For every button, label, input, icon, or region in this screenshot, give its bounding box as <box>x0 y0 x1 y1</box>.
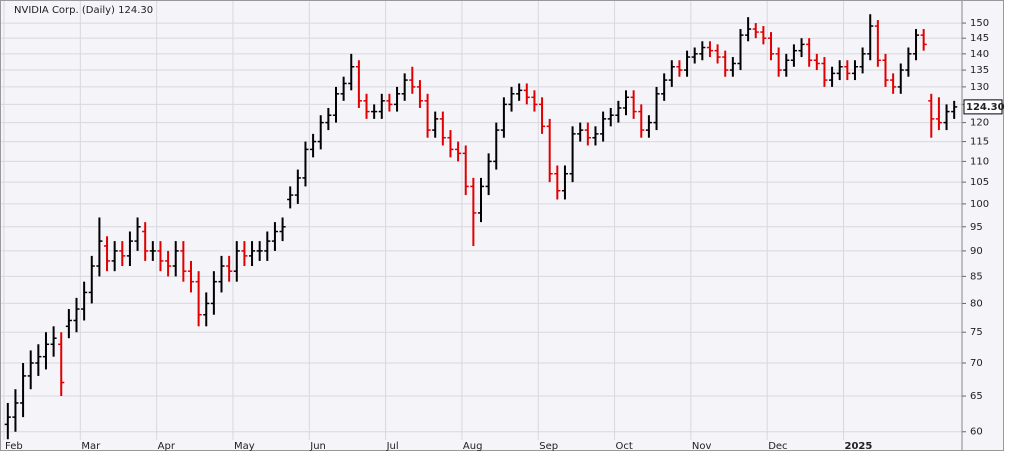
x-tick-label: Jul <box>386 441 399 452</box>
y-tick-label: 120 <box>970 118 989 129</box>
y-tick-label: 80 <box>970 298 983 309</box>
x-tick-label: Apr <box>158 441 176 452</box>
y-tick-label: 95 <box>970 222 983 233</box>
y-tick-label: 100 <box>970 199 989 210</box>
y-tick-label: 105 <box>970 177 989 188</box>
x-tick-label: Mar <box>81 441 101 452</box>
x-tick-label: Nov <box>692 441 712 452</box>
x-tick-label: Aug <box>463 441 483 452</box>
y-tick-label: 130 <box>970 82 989 93</box>
last-price-box <box>963 99 1003 115</box>
y-tick-label: 135 <box>970 65 989 76</box>
x-tick-label: May <box>234 441 255 452</box>
x-tick-label: Feb <box>5 441 23 452</box>
x-tick-label: Dec <box>768 441 787 452</box>
y-tick-label: 60 <box>970 427 983 438</box>
x-tick-label: Jun <box>309 441 326 452</box>
y-tick-label: 65 <box>970 391 983 402</box>
y-tick-label: 115 <box>970 137 989 148</box>
y-tick-label: 90 <box>970 246 983 257</box>
y-tick-label: 85 <box>970 271 983 282</box>
y-tick-label: 145 <box>970 33 989 44</box>
y-tick-label: 150 <box>970 18 989 29</box>
last-price-label: 124.30 <box>966 102 1005 113</box>
x-tick-label: Sep <box>539 441 558 452</box>
y-tick-label: 140 <box>970 49 989 60</box>
y-tick-label: 75 <box>970 327 983 338</box>
y-tick-label: 70 <box>970 358 983 369</box>
x-tick-label: Oct <box>616 441 633 452</box>
x-tick-label: 2025 <box>845 441 873 452</box>
y-tick-label: 110 <box>970 156 989 167</box>
chart-title: NVIDIA Corp. (Daily) 124.30 <box>14 5 153 16</box>
